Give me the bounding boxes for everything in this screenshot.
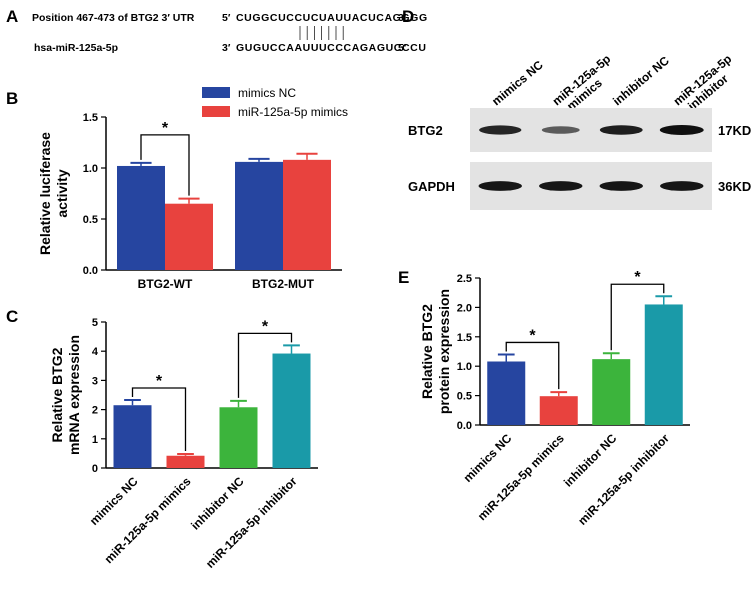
bar — [113, 405, 152, 468]
x-category-label: miR-125a-5p inhibitor — [575, 431, 672, 528]
mirna-sequence: GUGUCCAAUUUCCCAGAGUCCCU — [236, 42, 427, 54]
blot-band — [660, 181, 704, 191]
blot-protein-label: BTG2 — [408, 123, 443, 138]
chart-b-luciferase: 0.0 0.5 1.0 1.5 Relative luciferaseactivity B… — [37, 86, 348, 291]
mirna-label: hsa-miR-125a-5p — [34, 42, 118, 54]
panel-letter-b: B — [6, 89, 18, 108]
panel-letter-d: D — [402, 7, 414, 26]
bar — [117, 165, 165, 270]
y-tick-label: 1.5 — [83, 112, 98, 124]
y-tick-label: 3 — [92, 375, 98, 387]
y-axis-label-line: Relative BTG2 — [419, 304, 435, 399]
y-tick-label: 0.0 — [83, 265, 98, 277]
blot-size-label: 36KD — [718, 179, 751, 194]
bar — [539, 396, 578, 425]
x-category-label: mimics NC — [461, 431, 515, 485]
y-axis-label-line: activity — [54, 169, 70, 217]
bar — [272, 353, 311, 468]
bar — [283, 159, 331, 270]
y-tick-label: 0.5 — [457, 391, 472, 403]
y-tick-label: 2.0 — [457, 302, 472, 314]
bar — [166, 455, 205, 468]
blot-band — [599, 181, 643, 191]
panel-letter-a: A — [6, 7, 18, 26]
x-category-label: inhibitor NC — [188, 474, 247, 533]
blot-band — [539, 181, 583, 191]
x-category-label: miR-125a-5p inhibitor — [203, 474, 300, 571]
blot-band — [599, 125, 643, 135]
blot-lane-label: inhibitor NC — [610, 53, 672, 108]
y-axis-label-line: Relative luciferase — [37, 132, 53, 255]
y-tick-label: 1.5 — [457, 332, 472, 344]
significance-bracket — [505, 341, 560, 390]
y-tick-label: 2.5 — [457, 273, 472, 285]
y-tick-label: 1.0 — [457, 361, 472, 373]
utr-sequence: CUGGCUCCUCUAUUACUCAGGGG — [236, 12, 428, 24]
blot-band — [479, 125, 522, 135]
bar — [165, 203, 213, 270]
significance-bracket — [131, 387, 187, 451]
y-tick-label: 0.0 — [457, 420, 472, 432]
mirna-3prime-marker: 3′ — [222, 42, 231, 54]
y-axis-label: Relative luciferaseactivity — [37, 132, 70, 255]
bar — [235, 161, 283, 270]
significance-star: * — [634, 269, 641, 286]
x-category-label: BTG2-MUT — [252, 277, 315, 291]
y-axis-label-line: mRNA expression — [66, 335, 82, 455]
y-tick-label: 0 — [92, 463, 98, 475]
x-category-label: miR-125a-5p mimics — [102, 474, 194, 566]
blot-band — [541, 126, 580, 134]
legend-swatch — [202, 106, 230, 117]
blot-lane-label: mimics NC — [489, 57, 546, 108]
significance-star: * — [162, 120, 169, 137]
y-tick-label: 1 — [92, 434, 98, 446]
panel-letter-c: C — [6, 307, 18, 326]
utr-position-label: Position 467-473 of BTG2 3′ UTR — [32, 12, 195, 24]
y-tick-label: 5 — [92, 317, 98, 329]
significance-bracket — [610, 283, 665, 351]
x-category-label: miR-125a-5p mimics — [475, 431, 567, 523]
panel-letter-e: E — [398, 268, 409, 287]
y-axis-label-line: Relative BTG2 — [49, 347, 65, 442]
bar — [644, 304, 683, 425]
base-pairing-lines — [299, 26, 344, 40]
significance-bracket — [140, 134, 190, 196]
significance-star: * — [262, 318, 269, 335]
significance-bracket — [237, 332, 293, 398]
blot-size-label: 17KD — [718, 123, 751, 138]
mirna-5prime-marker: 5′ — [398, 42, 407, 54]
y-axis-label: Relative BTG2mRNA expression — [49, 335, 82, 455]
x-category-label: BTG2-WT — [138, 277, 193, 291]
bar — [592, 359, 631, 425]
blot-lane-label-line: mimics NC — [489, 57, 546, 108]
bar — [219, 407, 258, 468]
x-category-label: inhibitor NC — [561, 431, 620, 490]
y-tick-label: 1.0 — [83, 163, 98, 175]
significance-star: * — [529, 327, 536, 344]
y-tick-label: 4 — [92, 346, 99, 358]
legend-label: miR-125a-5p mimics — [238, 105, 348, 119]
blot-band — [659, 125, 704, 135]
utr-5prime-marker: 5′ — [222, 12, 231, 24]
y-tick-label: 0.5 — [83, 214, 98, 226]
significance-star: * — [156, 373, 163, 390]
legend-swatch — [202, 87, 230, 98]
utr-3prime-marker: 3′ — [398, 12, 407, 24]
y-axis-label: Relative BTG2protein expression — [419, 289, 452, 414]
y-axis-label-line: protein expression — [436, 289, 452, 414]
blot-protein-label: GAPDH — [408, 179, 455, 194]
blot-lane-label-line: inhibitor NC — [610, 53, 672, 108]
bar — [487, 361, 526, 425]
x-category-label: mimics NC — [87, 474, 141, 528]
y-tick-label: 2 — [92, 405, 98, 417]
legend-label: mimics NC — [238, 86, 296, 100]
western-blot: mimics NC miR-125a-5pmimics inhibitor NCmi… — [408, 52, 751, 210]
blot-band — [478, 181, 522, 191]
chart-e-protein: 0.0 0.5 1.0 1.5 2.0 2.5 Relative BTG2protein e… — [419, 269, 690, 528]
